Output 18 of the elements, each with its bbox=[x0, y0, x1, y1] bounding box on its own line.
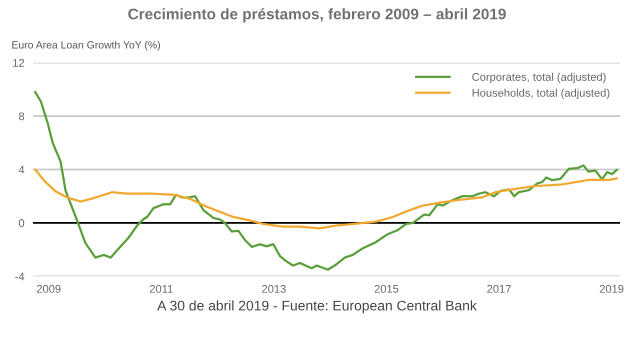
text: A 30 de abril 2019 - Fuente: European Central Bank bbox=[157, 300, 477, 314]
chart-title: Crecimiento de préstamos, febrero 2009 – abril 2019 bbox=[128, 8, 506, 22]
x-tick-label: 2011 bbox=[150, 284, 173, 293]
y-tick-label: 0 bbox=[18, 219, 24, 228]
y-tick-label: -4 bbox=[15, 272, 24, 280]
legend-label: Corporates, total (adjusted) bbox=[472, 72, 606, 84]
x-tick-label: 2017 bbox=[487, 284, 511, 293]
line-series bbox=[34, 90, 618, 271]
y-tick-label: 12 bbox=[13, 58, 24, 67]
y-axis-title: Euro Area Loan Growth YoY (%) bbox=[12, 40, 160, 51]
legend-label: Households, total (adjusted) bbox=[472, 88, 610, 99]
line-series bbox=[34, 168, 618, 230]
y-tick-label: 8 bbox=[18, 112, 24, 120]
x-tick-label: 2013 bbox=[262, 284, 286, 293]
x-tick-label: 2015 bbox=[374, 284, 398, 293]
y-tick-label: 4 bbox=[18, 166, 24, 174]
x-tick-label: 2009 bbox=[36, 284, 61, 293]
x-tick-label: 2019 bbox=[600, 284, 624, 293]
